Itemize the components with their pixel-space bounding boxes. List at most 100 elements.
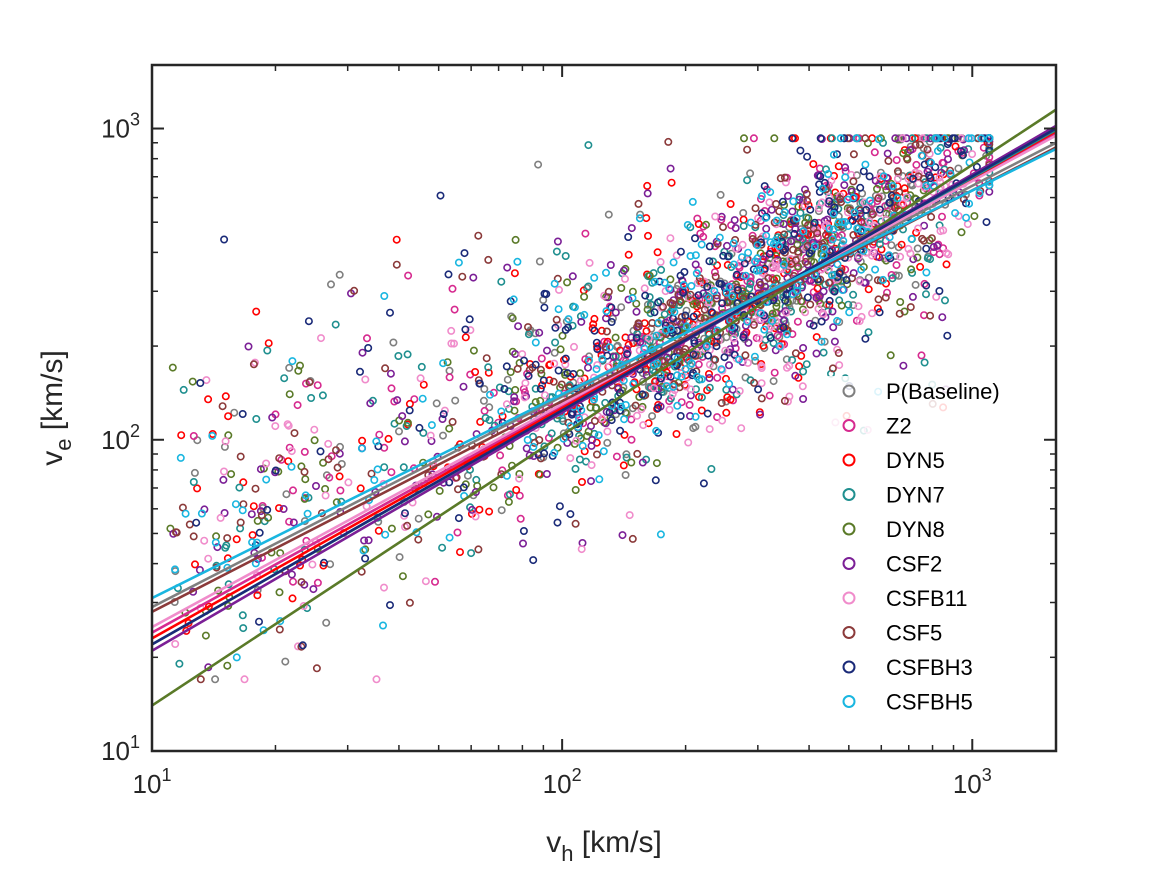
data-point	[335, 472, 344, 481]
data-point	[980, 134, 989, 143]
data-point	[820, 244, 829, 253]
data-point	[542, 346, 551, 355]
data-point	[691, 412, 700, 421]
data-point	[717, 398, 726, 407]
data-point	[551, 323, 560, 332]
data-point	[248, 538, 257, 547]
data-point	[227, 470, 236, 479]
data-point	[641, 291, 650, 300]
data-point	[628, 294, 637, 303]
data-point	[582, 431, 591, 440]
data-point	[645, 293, 654, 302]
data-point	[358, 348, 367, 357]
data-point	[892, 156, 901, 165]
data-point	[592, 403, 601, 412]
data-point	[885, 198, 894, 207]
data-point	[325, 473, 334, 482]
data-point	[319, 558, 328, 567]
data-point	[398, 412, 407, 421]
data-point	[702, 342, 711, 351]
data-point	[951, 142, 960, 151]
data-point	[399, 463, 408, 472]
data-point	[618, 531, 627, 540]
data-point	[239, 478, 248, 487]
data-point	[350, 286, 359, 295]
data-point	[577, 317, 586, 326]
data-point	[310, 436, 319, 445]
data-point	[694, 291, 703, 300]
y-axis-label-sub: e	[51, 439, 76, 451]
data-point	[631, 401, 640, 410]
data-point	[211, 538, 220, 547]
data-point	[551, 338, 560, 347]
data-point	[849, 150, 858, 159]
data-point	[387, 524, 396, 533]
data-point	[424, 510, 433, 519]
data-point	[765, 249, 774, 258]
data-point	[678, 276, 687, 285]
data-point	[393, 396, 402, 405]
data-point	[287, 462, 296, 471]
data-point	[839, 236, 848, 245]
data-point	[297, 578, 306, 587]
data-point	[796, 146, 805, 155]
data-point	[751, 204, 760, 213]
data-point	[656, 530, 665, 539]
data-point	[509, 295, 518, 304]
data-point	[503, 263, 512, 272]
data-point	[505, 490, 514, 499]
data-point	[590, 273, 599, 282]
legend-box	[812, 376, 1038, 738]
data-point	[864, 285, 873, 294]
data-point	[614, 384, 623, 393]
data-point	[853, 224, 862, 233]
data-point	[324, 455, 333, 464]
data-point	[838, 285, 847, 294]
data-point	[611, 333, 620, 342]
data-point	[534, 160, 543, 169]
data-point	[239, 624, 248, 633]
data-point	[459, 483, 468, 492]
data-point	[381, 364, 390, 373]
data-point	[844, 222, 853, 231]
data-point	[635, 346, 644, 355]
data-point	[873, 276, 882, 285]
data-point	[799, 343, 808, 352]
data-point	[635, 214, 644, 223]
data-point	[982, 218, 991, 227]
data-point	[513, 257, 522, 266]
data-point	[592, 365, 601, 374]
data-point	[780, 230, 789, 239]
data-point	[775, 342, 784, 351]
data-point	[725, 379, 734, 388]
data-point	[387, 468, 396, 477]
legend-marker-z2	[842, 419, 856, 432]
legend-label-csfbh5: CSFBH5	[886, 690, 973, 715]
data-point	[920, 279, 929, 288]
data-point	[781, 178, 790, 187]
data-point	[601, 419, 610, 428]
data-point	[884, 156, 893, 165]
data-point	[640, 344, 649, 353]
data-point	[403, 350, 412, 359]
data-point	[962, 213, 971, 222]
data-point	[572, 436, 581, 445]
data-point	[427, 421, 436, 430]
data-point	[557, 380, 566, 389]
data-point	[906, 303, 915, 312]
data-point	[568, 272, 577, 281]
data-point	[835, 361, 844, 370]
data-point	[554, 285, 563, 294]
data-point	[219, 475, 228, 484]
data-point	[285, 363, 294, 372]
data-point	[637, 405, 646, 414]
data-point	[587, 441, 596, 450]
data-point	[384, 434, 393, 443]
data-point	[770, 134, 779, 143]
data-point	[466, 326, 475, 335]
y-tick-label: 101	[101, 732, 140, 766]
data-point	[788, 134, 797, 143]
data-point	[922, 281, 931, 290]
y-axis-label: ve [km/s]	[36, 350, 76, 466]
data-point	[285, 517, 294, 526]
